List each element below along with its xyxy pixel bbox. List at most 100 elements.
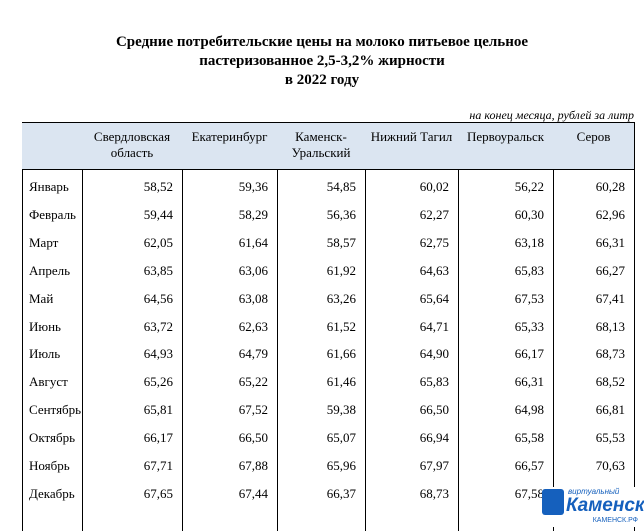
value-cell: 64,63 — [419, 262, 449, 278]
column-border — [182, 122, 183, 531]
header-cell: Екатеринбург — [182, 122, 277, 170]
value-cell: 64,56 — [143, 290, 173, 306]
value-cell: 61,46 — [326, 374, 356, 390]
value-cell: 63,18 — [514, 234, 544, 250]
column-border — [458, 122, 459, 531]
row-label: Июль — [29, 346, 61, 362]
value-cell: 63,72 — [143, 318, 173, 334]
value-cell: 64,93 — [143, 346, 173, 362]
value-cell: 65,64 — [419, 290, 449, 306]
value-cell: 64,90 — [419, 346, 449, 362]
logo-icon — [542, 489, 564, 515]
value-cell: 58,52 — [143, 179, 173, 194]
column-border — [22, 122, 23, 531]
row-label: Август — [29, 374, 68, 390]
value-cell: 65,83 — [514, 262, 544, 278]
value-cell: 67,97 — [419, 458, 449, 473]
value-cell: 66,17 — [514, 346, 544, 362]
watermark: виртуальный Каменск КАМЕНСК.РФ — [542, 487, 644, 527]
watermark-top: виртуальный — [568, 487, 620, 496]
row-label: Январь — [29, 179, 69, 194]
value-cell: 56,36 — [326, 206, 356, 222]
value-cell: 67,71 — [143, 458, 173, 473]
value-cell: 65,07 — [326, 430, 356, 446]
title-line: в 2022 году — [284, 72, 360, 88]
value-cell: 54,85 — [326, 179, 356, 194]
value-cell: 68,52 — [595, 374, 625, 390]
value-cell: 65,96 — [326, 458, 356, 473]
value-cell: 63,08 — [238, 290, 268, 306]
watermark-main: Каменск — [566, 495, 644, 516]
value-cell: 60,28 — [595, 179, 625, 194]
value-cell: 66,94 — [419, 430, 449, 446]
row-label: Декабрь — [29, 485, 75, 501]
row-label: Сентябрь — [29, 402, 82, 418]
row-label: Май — [29, 290, 54, 306]
value-cell: 65,53 — [595, 430, 625, 446]
value-cell: 59,38 — [326, 402, 356, 418]
header-cell: Каменск-Уральский — [277, 122, 365, 170]
value-cell: 63,85 — [143, 262, 173, 278]
value-cell: 67,52 — [238, 402, 268, 418]
value-cell: 66,17 — [143, 430, 173, 446]
value-cell: 66,50 — [238, 430, 268, 446]
header-cell: Свердловская область — [82, 122, 182, 170]
column-border — [82, 122, 83, 531]
value-cell: 61,64 — [238, 234, 268, 250]
value-cell: 70,63 — [595, 458, 625, 473]
value-cell: 62,63 — [238, 318, 268, 334]
value-cell: 68,73 — [595, 346, 625, 362]
value-cell: 59,36 — [238, 179, 268, 194]
value-cell: 58,29 — [238, 206, 268, 222]
row-label: Ноябрь — [29, 458, 70, 473]
row-label: Июнь — [29, 318, 61, 334]
watermark-bottom: КАМЕНСК.РФ — [592, 517, 638, 524]
table: Свердловская область Екатеринбург Каменск-… — [22, 122, 635, 531]
value-cell: 66,27 — [595, 262, 625, 278]
value-cell: 65,81 — [143, 402, 173, 418]
column-border — [553, 122, 554, 531]
value-cell: 67,65 — [143, 485, 173, 501]
value-cell: 66,31 — [595, 234, 625, 250]
title-line: Средние потребительские цены на молоко п… — [115, 34, 529, 50]
value-cell: 62,96 — [595, 206, 625, 222]
value-cell: 66,50 — [419, 402, 449, 418]
value-cell: 65,26 — [143, 374, 173, 390]
row-label: Апрель — [29, 262, 71, 278]
value-cell: 58,57 — [326, 234, 356, 250]
row-label: Февраль — [29, 206, 76, 222]
value-cell: 67,53 — [514, 290, 544, 306]
header-cell: Первоуральск — [458, 122, 553, 170]
value-cell: 65,58 — [514, 430, 544, 446]
value-cell: 68,73 — [419, 485, 449, 501]
column-border — [365, 122, 366, 531]
value-cell: 61,52 — [326, 318, 356, 334]
row-label: Октябрь — [29, 430, 76, 446]
value-cell: 60,30 — [514, 206, 544, 222]
title: Средние потребительские цены на молоко п… — [0, 33, 644, 90]
value-cell: 66,31 — [514, 374, 544, 390]
value-cell: 65,83 — [419, 374, 449, 390]
value-cell: 67,58 — [514, 485, 544, 501]
value-cell: 67,88 — [238, 458, 268, 473]
value-cell: 61,92 — [326, 262, 356, 278]
note: на конец месяца, рублей за литр — [469, 108, 634, 122]
value-cell: 67,41 — [595, 290, 625, 306]
row-label: Март — [29, 234, 59, 250]
value-cell: 64,71 — [419, 318, 449, 334]
value-cell: 64,79 — [238, 346, 268, 362]
value-cell: 65,33 — [514, 318, 544, 334]
value-cell: 62,27 — [419, 206, 449, 222]
title-line: пастеризованное 2,5-3,2% жирности — [199, 53, 445, 69]
value-cell: 66,57 — [514, 458, 544, 473]
value-cell: 65,22 — [238, 374, 268, 390]
value-cell: 56,22 — [514, 179, 544, 194]
value-cell: 63,26 — [326, 290, 356, 306]
value-cell: 63,06 — [238, 262, 268, 278]
value-cell: 66,81 — [595, 402, 625, 418]
header-cell — [22, 122, 82, 170]
value-cell: 66,37 — [326, 485, 356, 501]
value-cell: 67,44 — [238, 485, 268, 501]
value-cell: 62,75 — [419, 234, 449, 250]
